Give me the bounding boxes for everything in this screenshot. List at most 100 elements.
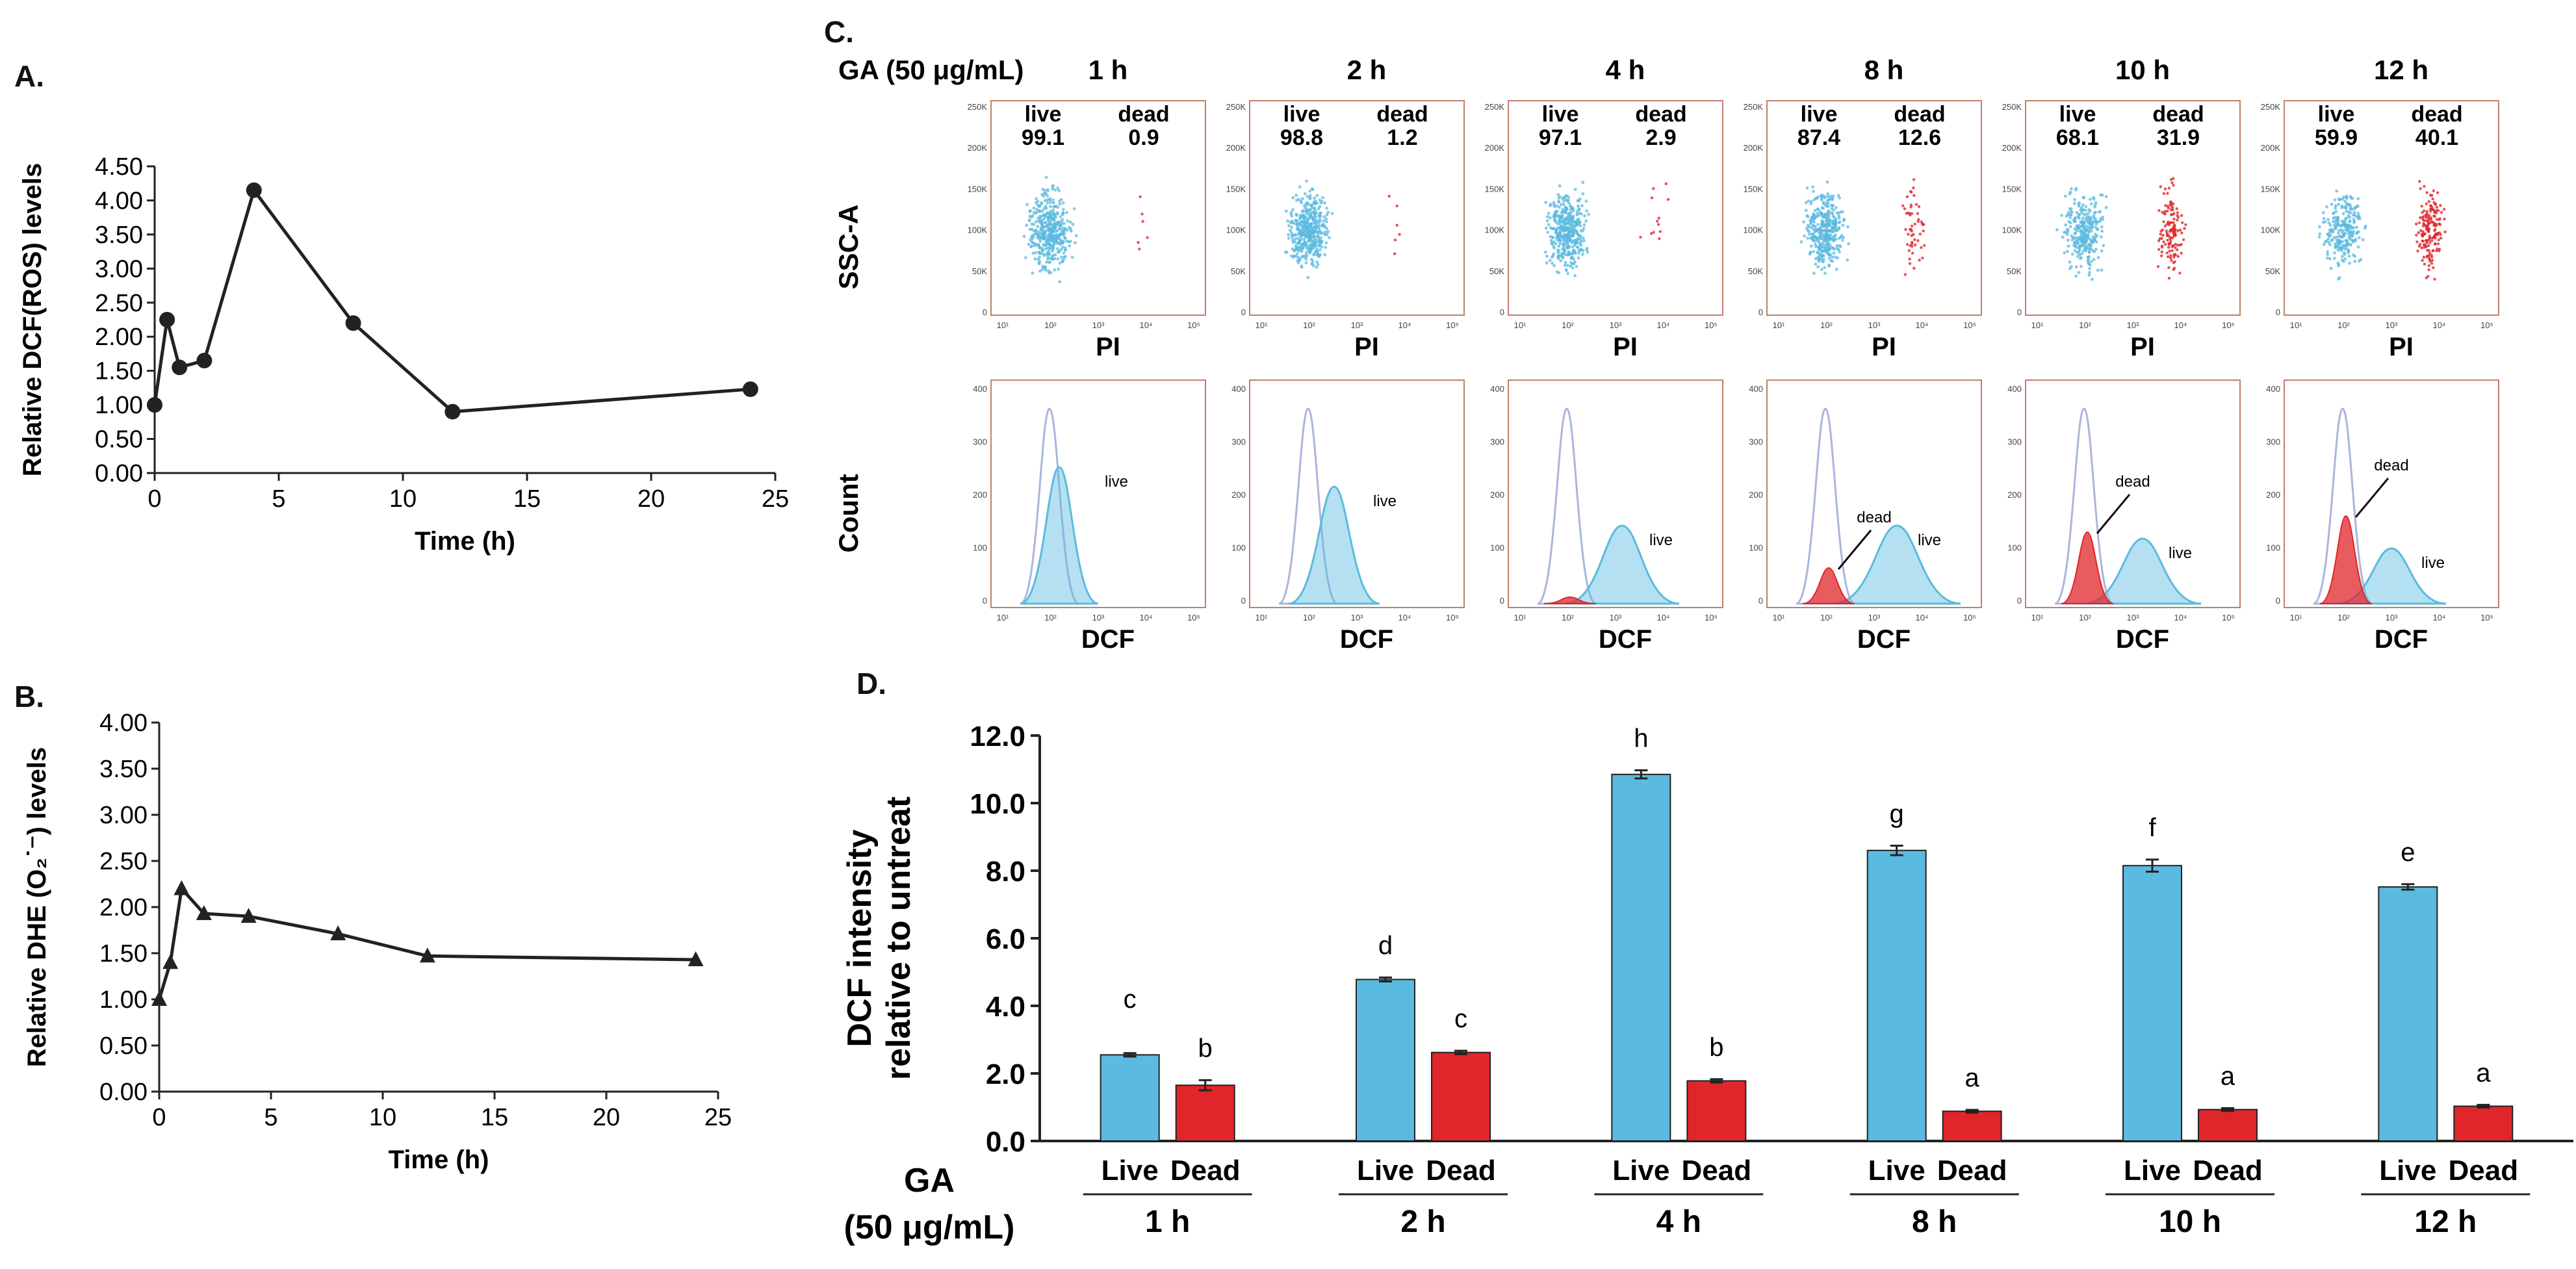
scatter-point-live bbox=[1580, 212, 1583, 216]
scatter-point-live bbox=[2334, 242, 2338, 246]
scatter-point-live bbox=[1840, 238, 1844, 242]
scatter-point-dead bbox=[2422, 255, 2426, 259]
dead-histogram bbox=[2061, 531, 2114, 604]
scatter-point-live bbox=[1309, 257, 1313, 261]
panel-a-data-point bbox=[159, 312, 175, 327]
scatter-point-live bbox=[1030, 222, 1034, 226]
scatter-point-dead bbox=[2414, 222, 2418, 226]
scatter-point-live bbox=[1822, 246, 1826, 250]
gate-live-label: live bbox=[2059, 102, 2096, 127]
panel-d-y-tick-label: 4.0 bbox=[986, 991, 1025, 1023]
scatter-point-live bbox=[1837, 216, 1841, 220]
scatter-point-live bbox=[2340, 206, 2343, 209]
scatter-point-live bbox=[2352, 221, 2356, 224]
scatter-point-live bbox=[1046, 211, 1050, 215]
scatter-point-live bbox=[1040, 226, 1044, 229]
scatter-point-live bbox=[2096, 220, 2100, 224]
scatter-plot-frame bbox=[990, 100, 1206, 316]
scatter-point-live bbox=[1038, 269, 1042, 273]
scatter-x-tick-label: 10² bbox=[2338, 320, 2350, 330]
scatter-point-live bbox=[2073, 240, 2077, 244]
scatter-point-live bbox=[2328, 243, 2332, 247]
bar-dead bbox=[1175, 1084, 1235, 1142]
scatter-point-live bbox=[1571, 266, 1575, 270]
scatter-point-live bbox=[2093, 233, 2097, 236]
scatter-point-live bbox=[1571, 220, 1575, 224]
scatter-point-live bbox=[1295, 252, 1299, 256]
scatter-point-live bbox=[2070, 187, 2073, 190]
scatter-point-dead bbox=[2421, 239, 2425, 243]
gate-dead-percent: 31.9 bbox=[2157, 125, 2200, 150]
scatter-point-live bbox=[1040, 231, 1044, 235]
scatter-point-live bbox=[1820, 231, 1824, 235]
scatter-point-live bbox=[2074, 219, 2078, 223]
scatter-point-live bbox=[1804, 201, 1808, 205]
scatter-point-live bbox=[2338, 241, 2341, 245]
scatter-point-live bbox=[1577, 204, 1580, 208]
scatter-point-live bbox=[2322, 216, 2326, 220]
hist-x-tick-label: 10⁴ bbox=[2432, 613, 2445, 622]
scatter-point-live bbox=[2074, 216, 2077, 220]
scatter-point-live bbox=[1319, 248, 1322, 251]
panel-a-x-tick-label: 0 bbox=[148, 485, 161, 513]
scatter-point-live bbox=[1053, 221, 1057, 225]
scatter-point-live bbox=[2082, 227, 2086, 230]
scatter-point-live bbox=[2086, 255, 2090, 259]
scatter-point-dead bbox=[2159, 229, 2163, 233]
scatter-point-dead bbox=[2430, 220, 2434, 224]
scatter-point-live bbox=[1325, 213, 1329, 216]
scatter-point-live bbox=[2357, 259, 2361, 263]
scatter-point-live bbox=[1569, 235, 1573, 238]
hist-y-tick-label: 100 bbox=[1749, 543, 1763, 553]
scatter-point-live bbox=[1561, 210, 1565, 214]
scatter-point-dead bbox=[2430, 239, 2434, 242]
scatter-point-dead bbox=[2429, 218, 2433, 222]
scatter-point-live bbox=[1827, 223, 1831, 227]
scatter-point-live bbox=[1291, 238, 1294, 242]
scatter-point-live bbox=[2086, 259, 2090, 263]
scatter-point-live bbox=[1833, 248, 1836, 251]
scatter-point-live bbox=[2086, 244, 2089, 248]
scatter-point-live bbox=[1831, 214, 1835, 218]
scatter-point-live bbox=[1811, 190, 1815, 193]
scatter-point-dead bbox=[1920, 246, 1923, 250]
panel-a-data-point bbox=[742, 381, 758, 397]
scatter-point-live bbox=[1812, 250, 1816, 253]
scatter-point-dead bbox=[2171, 208, 2174, 212]
hist-y-tick-label: 400 bbox=[973, 384, 987, 394]
hist-y-tick-label: 300 bbox=[2007, 437, 2022, 447]
panel-b-y-tick-label: 2.00 bbox=[99, 894, 148, 921]
scatter-point-dead bbox=[1911, 251, 1914, 255]
gate-live-percent: 68.1 bbox=[2056, 125, 2099, 150]
scatter-point-live bbox=[2341, 220, 2345, 224]
scatter-point-live bbox=[1808, 252, 1812, 256]
scatter-point-live bbox=[1044, 220, 1048, 224]
scatter-point-live bbox=[1587, 212, 1590, 216]
scatter-point-live bbox=[1042, 194, 1046, 198]
scatter-point-live bbox=[2349, 224, 2352, 228]
scatter-point-live bbox=[1287, 237, 1291, 240]
scatter-point-live bbox=[1846, 258, 1849, 262]
panel-b-data-point bbox=[688, 951, 704, 966]
scatter-point-dead bbox=[2163, 187, 2167, 190]
scatter-point-live bbox=[1298, 247, 1302, 250]
scatter-y-tick-label: 200K bbox=[1485, 143, 1505, 153]
scatter-point-live bbox=[2337, 203, 2340, 206]
hist-y-tick-label: 100 bbox=[1490, 543, 1504, 553]
hist-x-tick-label: 10³ bbox=[2386, 613, 2398, 622]
scatter-point-dead bbox=[1658, 237, 1661, 240]
scatter-point-dead bbox=[2180, 243, 2183, 246]
hist-x-axis-title: DCF bbox=[1081, 625, 1135, 654]
scatter-point-live bbox=[1312, 252, 1316, 255]
scatter-point-live bbox=[1038, 246, 1042, 250]
scatter-y-tick-label: 100K bbox=[1744, 225, 1764, 235]
scatter-point-live bbox=[1040, 209, 1044, 213]
scatter-point-live bbox=[1044, 268, 1048, 272]
scatter-point-live bbox=[1566, 222, 1570, 225]
scatter-point-live bbox=[1037, 204, 1041, 208]
bar-dead bbox=[2198, 1109, 2258, 1142]
scatter-y-tick-label: 0 bbox=[2017, 307, 2022, 317]
scatter-point-live bbox=[1048, 198, 1051, 202]
scatter-point-live bbox=[1306, 217, 1310, 220]
scatter-point-live bbox=[1837, 237, 1841, 240]
